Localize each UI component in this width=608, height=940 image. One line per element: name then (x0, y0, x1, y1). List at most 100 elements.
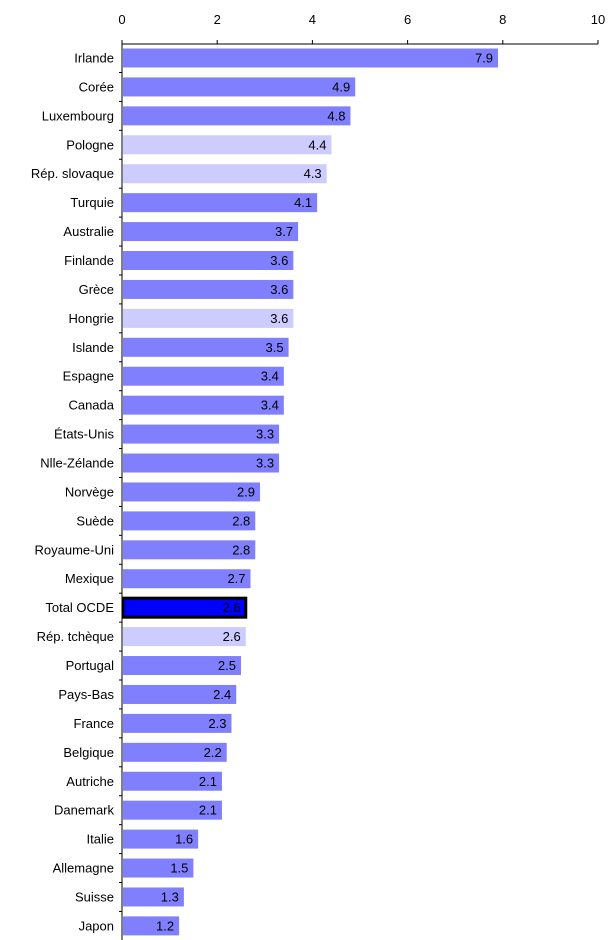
value-label: 1.2 (156, 918, 174, 933)
category-label: Espagne (63, 369, 114, 384)
bar-pays-bas (123, 684, 237, 704)
value-label: 3.5 (266, 340, 284, 355)
category-label: États-Unis (54, 427, 114, 442)
x-tick-label: 2 (214, 12, 221, 27)
category-label: Nlle-Zélande (40, 456, 114, 471)
value-label: 7.9 (475, 51, 493, 66)
category-label: Rép. tchèque (37, 629, 114, 644)
value-label: 3.7 (275, 224, 293, 239)
value-label: 3.6 (270, 311, 288, 326)
value-label: 2.1 (199, 774, 217, 789)
value-label: 4.9 (332, 79, 350, 94)
category-labels: Irlande Corée Luxembourg Pologne Rép. slovaq… (31, 51, 115, 934)
category-label: Pologne (66, 137, 114, 152)
category-label: Autriche (66, 774, 114, 789)
category-label: Allemagne (53, 861, 114, 876)
x-tick-label: 4 (309, 12, 316, 27)
category-label: Grèce (79, 282, 114, 297)
value-label: 3.6 (270, 253, 288, 268)
category-label: France (74, 716, 114, 731)
value-label: 4.1 (294, 195, 312, 210)
value-label: 3.3 (256, 456, 274, 471)
category-label: Islande (72, 340, 114, 355)
bar-su-de (123, 511, 256, 531)
bar-mexique (123, 569, 251, 589)
bar-australie (123, 222, 299, 242)
category-label: Total OCDE (45, 600, 114, 615)
bar-autriche (123, 771, 222, 791)
category-label: Hongrie (68, 311, 114, 326)
value-label: 2.5 (218, 658, 236, 673)
category-label: Finlande (64, 253, 114, 268)
value-label: 2.6 (223, 600, 241, 615)
value-label: 3.6 (270, 282, 288, 297)
category-label: Italie (87, 832, 114, 847)
bars (121, 48, 499, 936)
value-label: 2.9 (237, 484, 255, 499)
bar-danemark (123, 800, 222, 820)
category-label: Japon (79, 918, 114, 933)
bar-espagne (123, 366, 284, 386)
x-axis: 0 2 4 6 8 10 (118, 12, 605, 940)
x-tick-label: 10 (591, 12, 605, 27)
bar-gr-ce (123, 279, 294, 299)
category-label: Danemark (54, 803, 114, 818)
x-tick-label: 6 (404, 12, 411, 27)
bar-pologne (123, 135, 332, 155)
value-label: 1.6 (175, 832, 193, 847)
value-label: 2.3 (208, 716, 226, 731)
bar-nlle-z-lande (123, 453, 280, 473)
value-label: 3.4 (261, 398, 279, 413)
category-label: Canada (68, 398, 114, 413)
category-label: Royaume-Uni (35, 542, 115, 557)
value-label: 2.8 (232, 542, 250, 557)
bar-luxembourg (123, 106, 351, 126)
value-label: 3.3 (256, 427, 274, 442)
bar-finlande (123, 251, 294, 271)
value-label: 2.2 (204, 745, 222, 760)
category-label: Turquie (70, 195, 114, 210)
bar-portugal (123, 656, 241, 676)
bar-total-ocde (121, 596, 248, 619)
value-label: 1.3 (161, 889, 179, 904)
category-label: Portugal (66, 658, 115, 673)
bar-japon (123, 916, 180, 936)
value-label: 2.4 (213, 687, 231, 702)
bar-allemagne (123, 858, 194, 878)
category-label: Norvège (65, 484, 114, 499)
value-labels: 7.9 4.9 4.84.4 4.3 4.13.7 3.6 3.6 3.6 3.5 3.4 3.4 3… (156, 51, 493, 934)
bar-norv-ge (123, 482, 261, 502)
category-label: Suède (76, 513, 114, 528)
bar-france (123, 713, 232, 733)
bar-r-p-slovaque (123, 164, 327, 184)
value-label: 2.1 (199, 803, 217, 818)
bar-r-p-tch-que (123, 627, 246, 647)
value-label: 3.4 (261, 369, 279, 384)
value-label: 4.3 (304, 166, 322, 181)
bar-irlande (123, 48, 499, 68)
category-label: Rép. slovaque (31, 166, 114, 181)
bar-royaume-uni (123, 540, 256, 560)
value-label: 1.5 (170, 861, 188, 876)
category-label: Belgique (63, 745, 114, 760)
bar-turquie (123, 193, 318, 213)
category-label: Mexique (65, 571, 114, 586)
category-label: Pays-Bas (58, 687, 114, 702)
value-label: 2.7 (227, 571, 245, 586)
x-tick-label: 8 (499, 12, 506, 27)
bar--tats-unis (123, 424, 280, 444)
category-label: Corée (79, 79, 114, 94)
category-label: Luxembourg (42, 108, 114, 123)
x-tick-label: 0 (118, 12, 125, 27)
bar-suisse (123, 887, 184, 907)
bar-canada (123, 395, 284, 415)
value-label: 2.8 (232, 513, 250, 528)
bar-hongrie (123, 308, 294, 328)
bar-belgique (123, 742, 227, 762)
bar-cor-e (123, 77, 356, 97)
bar-italie (123, 829, 199, 849)
bar-islande (123, 337, 289, 357)
category-label: Irlande (74, 51, 114, 66)
value-label: 4.4 (308, 137, 326, 152)
